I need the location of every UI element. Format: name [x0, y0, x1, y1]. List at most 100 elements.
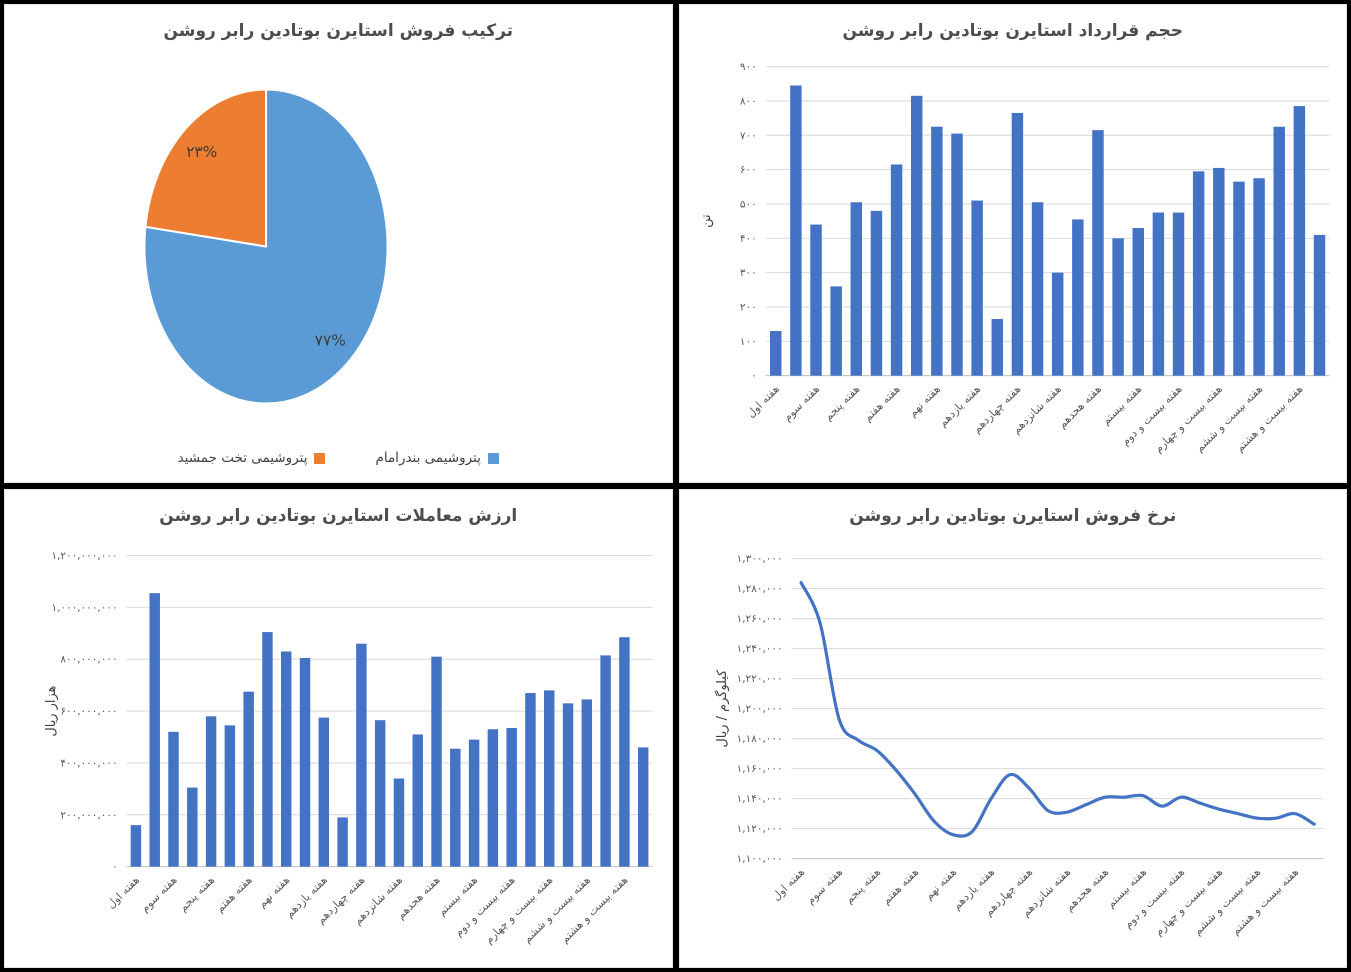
x-tick-label: هفته پنجم — [176, 873, 217, 914]
bar — [281, 651, 292, 867]
bar — [224, 725, 236, 867]
x-tick-label: هفته بیست و چهارم — [1152, 865, 1225, 938]
x-tick-label: هفته اول — [769, 865, 807, 903]
x-tick-label: هفته اول — [744, 382, 782, 420]
legend-item-takht-jamshid: پتروشیمی تخت جمشید — [178, 450, 326, 466]
bar — [525, 692, 536, 867]
pie-slice — [143, 88, 389, 405]
y-tick-label: ۷۰۰ — [739, 130, 756, 142]
x-tick-label: هفته پنجم — [821, 382, 862, 423]
bar — [930, 126, 943, 376]
y-tick-label: ۹۰۰ — [739, 61, 756, 73]
bar — [431, 656, 442, 867]
x-tick-label: هفته اول — [104, 873, 142, 911]
y-tick-label: ۱,۲۲۰,۰۰۰ — [736, 673, 782, 685]
bar — [1293, 106, 1305, 376]
bar — [829, 286, 842, 376]
bar — [890, 164, 902, 376]
bar — [205, 716, 217, 867]
bar — [581, 699, 593, 867]
y-tick-label: ۳۰۰ — [739, 267, 756, 279]
value-chart-title: ارزش معاملات استایرن بوتادین رابر روشن — [159, 506, 518, 526]
bar — [562, 703, 574, 867]
bar — [809, 224, 822, 376]
bar — [1132, 228, 1144, 376]
bar — [130, 825, 142, 867]
x-tick-label: هفته سوم — [780, 382, 822, 423]
bar — [950, 133, 963, 376]
legend-swatch-orange — [314, 452, 326, 464]
bar — [619, 637, 630, 867]
y-tick-label: ۱,۱۲۰,۰۰۰ — [736, 823, 782, 835]
bar — [789, 85, 802, 376]
y-tick-label: ۱۰۰ — [739, 336, 756, 348]
y-tick-label: ۱,۲۸۰,۰۰۰ — [736, 583, 782, 595]
bar — [168, 731, 179, 867]
y-tick-label: ۱,۱۸۰,۰۰۰ — [736, 733, 782, 745]
bar — [487, 729, 499, 867]
legend-swatch-blue — [487, 452, 499, 464]
x-tick-label: هفته سوم — [803, 865, 845, 906]
y-axis-title: کیلوگرم / ریال — [713, 669, 729, 748]
bar — [262, 632, 273, 867]
value-bar-chart-panel: ارزش معاملات استایرن بوتادین رابر روشن ۰… — [4, 489, 673, 968]
x-tick-label: هفته هفتم — [213, 873, 255, 915]
y-tick-label: ۱,۰۰۰,۰۰۰,۰۰۰ — [51, 602, 117, 614]
x-tick-label: هفته نهم — [922, 865, 959, 902]
bar — [769, 331, 781, 376]
rate-chart-title: نرخ فروش استایرن بوتادین رابر روشن — [849, 506, 1177, 526]
x-tick-label: هفته هجدهم — [1055, 382, 1104, 431]
bar — [637, 747, 649, 867]
bar — [1071, 219, 1084, 376]
x-tick-label: هفته بیست و ششم — [1190, 865, 1263, 937]
pie-slice — [144, 88, 268, 248]
bar — [1232, 181, 1245, 376]
pie-legend: پتروشیمی بندرامام پتروشیمی تخت جمشید — [5, 450, 672, 466]
bar — [468, 739, 480, 867]
y-tick-label: ۵۰۰ — [739, 198, 756, 210]
bar — [1212, 167, 1225, 376]
legend-item-bandar-emam: پتروشیمی بندرامام — [375, 450, 499, 466]
bar — [412, 734, 423, 867]
y-tick-label: ۶۰۰ — [739, 164, 756, 176]
x-tick-label: هفته سوم — [138, 873, 180, 914]
bar — [544, 690, 555, 867]
bar — [356, 643, 367, 867]
y-tick-label: ۱,۲۴۰,۰۰۰ — [736, 643, 782, 655]
bar — [187, 787, 198, 867]
y-tick-label: ۲۰۰,۰۰۰,۰۰۰ — [60, 809, 117, 821]
y-tick-label: ۱,۳۰۰,۰۰۰ — [736, 553, 782, 565]
x-tick-label: هفته بیست و هشتم — [1228, 865, 1300, 937]
bar — [149, 593, 160, 867]
volume-chart-title: حجم قرارداد استایرن بوتادین رابر روشن — [842, 21, 1183, 41]
bar — [318, 717, 330, 867]
bar — [1031, 202, 1043, 376]
x-tick-label: هفته نهم — [255, 873, 292, 910]
y-tick-label: ۸۰۰ — [739, 95, 756, 107]
y-tick-label: ۲۰۰ — [739, 301, 756, 313]
rate-line-chart-canvas: ۱,۱۰۰,۰۰۰ ۱,۱۲۰,۰۰۰ ۱,۱۴۰,۰۰۰ ۱,۱۶۰,۰۰۰ ۱,۱۸… — [713, 553, 1324, 938]
bar — [1192, 171, 1204, 376]
bar — [1051, 272, 1063, 376]
bar — [1313, 234, 1325, 376]
x-tick-label: هفته بیست و ششم — [521, 873, 594, 945]
legend-label: پتروشیمی بندرامام — [375, 450, 481, 466]
y-tick-label: ۱,۲۰۰,۰۰۰,۰۰۰ — [51, 550, 117, 562]
bar — [970, 200, 983, 376]
y-tick-label: ۱,۱۶۰,۰۰۰ — [736, 763, 782, 775]
pie-chart-canvas: ۷۷% ۲۳% — [143, 88, 389, 405]
y-tick-label: ۶۰۰,۰۰۰,۰۰۰ — [60, 706, 117, 718]
bar — [910, 95, 922, 376]
y-tick-label: ۱,۲۶۰,۰۰۰ — [736, 613, 782, 625]
bar — [850, 202, 862, 376]
volume-bar-chart-panel: حجم قرارداد استایرن بوتادین رابر روشن ۰ ۱… — [678, 4, 1347, 483]
bar — [450, 748, 461, 867]
pie-value-label: ۷۷% — [315, 332, 346, 350]
pie-chart-title: ترکیب فروش استایرن بوتادین رابر روشن — [163, 21, 514, 41]
bar — [299, 657, 311, 867]
bar — [870, 210, 882, 376]
y-tick-label: ۱,۱۰۰,۰۰۰ — [736, 853, 782, 865]
y-tick-label: ۰ — [751, 370, 757, 382]
